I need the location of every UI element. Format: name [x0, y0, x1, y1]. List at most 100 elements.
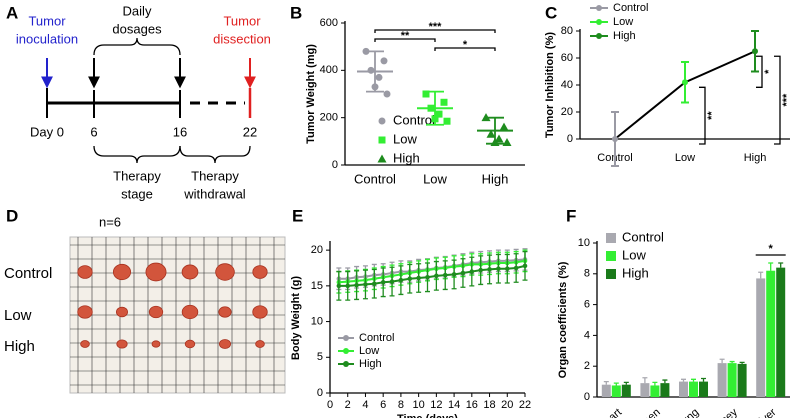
timeline-panel: A Tumor inoculation Daily dosages Tumor …: [6, 3, 271, 201]
tumor: [80, 340, 90, 348]
point: [425, 274, 430, 280]
point: [504, 266, 510, 272]
bar: [660, 383, 670, 397]
point: [389, 279, 395, 284]
y-tick-label: 20: [311, 244, 323, 256]
significance-bracket: [374, 29, 496, 33]
tumor: [252, 305, 268, 319]
stage-label: stage: [121, 186, 153, 201]
bar: [679, 381, 688, 397]
point: [443, 117, 451, 125]
tumor: [181, 264, 199, 280]
tumor: [148, 305, 164, 319]
y-tick-label: 10: [578, 237, 590, 249]
end-label: Tumor: [223, 13, 261, 28]
error-bar: [778, 262, 784, 268]
tumor: [145, 262, 167, 282]
series-line: [338, 264, 526, 287]
error-bar: [662, 379, 668, 384]
significance-label: *: [463, 39, 468, 51]
end-label: dissection: [213, 31, 271, 46]
bar: [650, 385, 660, 397]
bar: [611, 385, 621, 397]
tumor: [151, 340, 161, 348]
x-axis-label: Time (days): [397, 413, 458, 418]
error-bar: [701, 377, 706, 382]
x-tick-label: Control: [354, 171, 396, 186]
x-tick-label: Low: [423, 171, 447, 186]
point: [496, 266, 501, 272]
stage-label: Therapy: [113, 168, 161, 183]
legend-marker: [343, 348, 349, 354]
legend-marker: [596, 5, 602, 11]
x-tick-label: 4: [362, 399, 368, 411]
point: [435, 110, 443, 118]
tumor: [255, 340, 265, 348]
error-bar: [613, 382, 619, 386]
panel-label: B: [290, 3, 302, 22]
y-tick-label: 0: [332, 159, 338, 171]
point: [422, 90, 430, 98]
x-tick-label: Lung: [675, 406, 701, 418]
row-label: High: [4, 338, 35, 355]
bar: [621, 384, 631, 397]
tumor: [116, 339, 128, 349]
error-bar: [739, 361, 745, 364]
legend-swatch: [606, 251, 616, 261]
legend-marker: [343, 361, 349, 367]
legend-marker: [343, 335, 349, 341]
legend-marker: [596, 19, 602, 25]
x-tick-label: High: [744, 152, 767, 164]
x-tick-label: 6: [380, 399, 386, 411]
y-tick-label: 20: [561, 106, 573, 118]
error-bar: [768, 262, 774, 271]
series-line: [338, 259, 526, 284]
day-label: 6: [90, 124, 97, 139]
y-tick-label: 5: [317, 351, 323, 363]
significance-bracket: [434, 47, 496, 51]
x-tick-label: Kidney: [706, 406, 740, 418]
y-tick-label: 600: [320, 17, 338, 29]
error-bar: [603, 380, 609, 385]
sd-bar: [366, 50, 384, 93]
x-tick-label: Liver: [753, 406, 779, 418]
stage-label: withdrawal: [183, 186, 246, 201]
bar: [776, 267, 786, 397]
panel-label: E: [292, 206, 303, 225]
dosing-label: dosages: [112, 21, 162, 36]
tumor: [77, 305, 93, 319]
tumor: [218, 306, 232, 318]
point: [354, 282, 359, 288]
legend-label: High: [622, 265, 649, 280]
x-tick-label: 14: [448, 399, 460, 411]
y-axis-label: Body Weight (g): [290, 276, 302, 360]
row-label: Control: [4, 265, 52, 282]
y-tick-label: 15: [311, 280, 323, 292]
dosing-brace: [93, 37, 181, 56]
legend-swatch: [606, 269, 616, 279]
point: [486, 129, 496, 138]
stage-brace: [93, 145, 181, 164]
day-label: Day 0: [30, 124, 64, 139]
significance-label: ***: [781, 93, 793, 107]
legend-label: Low: [622, 247, 646, 262]
error-bar: [681, 378, 686, 382]
point: [487, 267, 492, 272]
point: [375, 73, 383, 81]
point: [345, 283, 351, 289]
panel-label: F: [566, 206, 576, 225]
significance-label: ***: [429, 21, 443, 33]
point: [469, 269, 475, 274]
y-tick-label: 2: [584, 360, 590, 372]
error-bar: [623, 381, 629, 385]
day-label: 22: [243, 124, 257, 139]
stage-brace: [179, 145, 251, 164]
bar: [717, 363, 727, 397]
point: [398, 277, 404, 283]
legend-marker: [378, 136, 386, 144]
point: [502, 138, 512, 147]
x-tick-label: Low: [675, 152, 695, 164]
point: [367, 66, 375, 74]
tumor: [252, 265, 268, 279]
